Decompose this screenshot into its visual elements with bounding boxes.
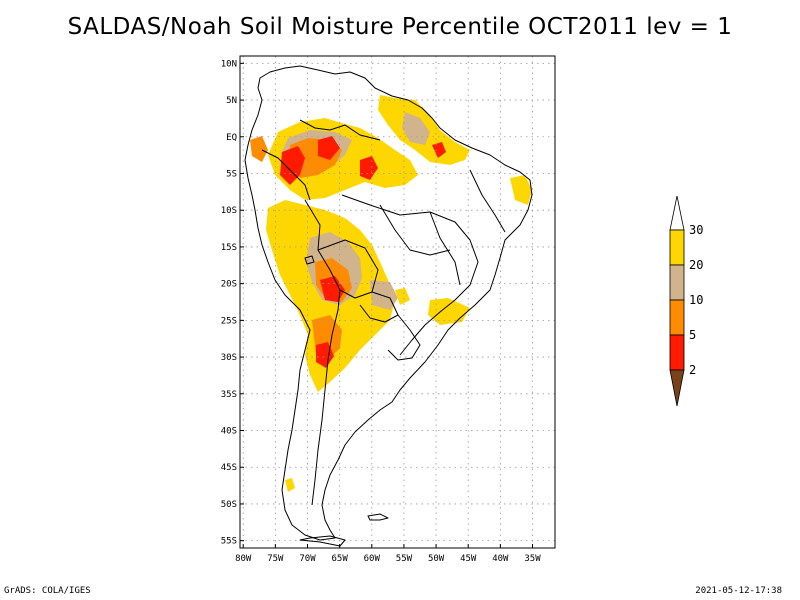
colorbar-bin (669, 299, 685, 336)
border-paraguay (359, 291, 399, 323)
colorbar-bottom-triangle (669, 369, 685, 407)
soil-moisture-shading (250, 95, 532, 492)
border-bolivia (317, 239, 379, 299)
lat-tick-label: 55S (221, 537, 237, 547)
colorbar-label: 10 (689, 293, 703, 307)
border-brazil-central-2 (429, 211, 461, 286)
lat-tick-label: 30S (221, 353, 237, 363)
border-peru-ecuador (261, 149, 311, 201)
lat-tick-label: 40S (221, 427, 237, 437)
shade-guiana-red (432, 142, 446, 158)
shade-nw-red-2 (318, 136, 340, 160)
coastlines (244, 65, 533, 547)
border-venezuela-colombia (299, 119, 381, 141)
tierra-del-fuego (299, 535, 346, 547)
shade-south-brazil (428, 298, 470, 325)
shade-northwest-amazon-red (280, 146, 305, 185)
grads-credit: GrADS: COLA/IGES (4, 586, 91, 596)
colorbar-bin (669, 229, 685, 266)
lat-tick-label: 15S (221, 243, 237, 253)
shade-central-amazon-red (360, 156, 378, 180)
lat-tick-label: 25S (221, 316, 237, 326)
shade-central-brazil-spot (395, 288, 410, 305)
colorbar-top-triangle (669, 195, 685, 231)
shade-ecuador-orange (250, 136, 268, 162)
lon-tick-label: 40W (492, 554, 509, 564)
map-title: SALDAS/Noah Soil Moisture Percentile OCT… (67, 14, 733, 40)
lon-tick-label: 55W (396, 554, 413, 564)
colorbar: 30 20 10 5 2 (669, 195, 703, 407)
longitude-ticks: 80W 75W 70W 65W 60W 55W 50W 45W 40W 35W (235, 544, 541, 564)
lat-tick-label: EQ (226, 133, 237, 143)
lat-tick-label: 35S (221, 390, 237, 400)
latitude-ticks: 10N 5N EQ 5S 10S 15S 20S 25S 30S 35S 40S 45S 50S 55S (221, 59, 244, 547)
lat-tick-label: 45S (221, 463, 237, 473)
shade-patagonia-spot (285, 478, 295, 492)
border-brazil (341, 194, 479, 356)
lon-tick-label: 80W (235, 554, 252, 564)
colorbar-label: 5 (689, 328, 696, 342)
lat-tick-label: 50S (221, 500, 237, 510)
border-argentina-uruguay (387, 314, 421, 361)
colorbar-label: 30 (689, 223, 703, 237)
colorbar-label: 2 (689, 363, 696, 377)
colorbar-bin (669, 264, 685, 301)
lon-tick-label: 70W (299, 554, 316, 564)
lon-tick-label: 60W (364, 554, 381, 564)
south-america-coastline (244, 65, 533, 541)
border-brazil-central-1 (379, 204, 451, 256)
timestamp: 2021-05-12-17:38 (695, 586, 782, 596)
lon-tick-label: 65W (332, 554, 349, 564)
colorbar-bin (669, 334, 685, 371)
lat-tick-label: 5S (226, 169, 237, 179)
lat-tick-label: 20S (221, 280, 237, 290)
lat-tick-label: 10N (221, 59, 237, 69)
lat-tick-label: 10S (221, 206, 237, 216)
map-frame (239, 55, 556, 549)
shade-bolivia-red (320, 276, 345, 302)
border-brazil-northeast (469, 169, 506, 233)
lake-titicaca (304, 255, 315, 265)
shade-paraguay-tan (370, 280, 398, 310)
lon-tick-label: 35W (524, 554, 541, 564)
colorbar-label: 20 (689, 258, 703, 272)
lat-tick-label: 5N (226, 96, 237, 106)
shade-east-brazil (510, 175, 532, 205)
falkland-islands (367, 513, 389, 521)
lon-tick-label: 45W (460, 554, 477, 564)
lon-tick-label: 75W (267, 554, 284, 564)
lon-tick-label: 50W (428, 554, 445, 564)
